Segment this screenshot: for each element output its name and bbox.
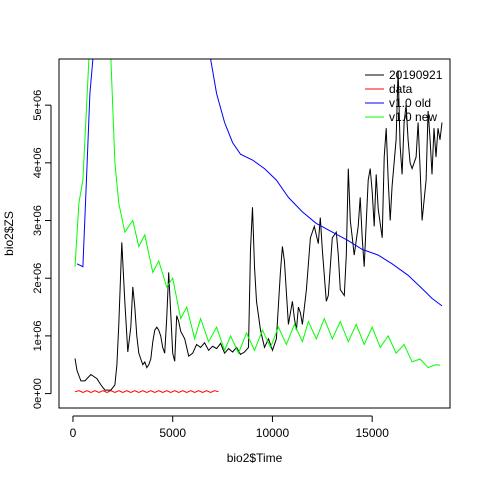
y-tick-label-5: 5e+06 [32, 90, 44, 121]
series-layer [74, 59, 443, 393]
x-tick-label-2: 10000 [256, 426, 290, 440]
legend-label-3: v1.0 new [389, 110, 437, 124]
series-line-3 [74, 59, 441, 369]
x-tick-label-3: 15000 [356, 426, 390, 440]
series-line-2 [76, 59, 443, 307]
y-tick-label-0: 0e+00 [32, 378, 44, 409]
x-tick-label-1: 5000 [159, 426, 186, 440]
x-axis: 0 5000 10000 15000 [70, 415, 390, 440]
y-tick-label-1: 1e+06 [32, 320, 44, 351]
x-axis-label: bio2$Time [227, 451, 283, 465]
legend-label-2: v1.0 old [389, 96, 431, 110]
x-tick-label-0: 0 [70, 426, 77, 440]
y-tick-label-4: 4e+06 [32, 147, 44, 178]
y-axis-label: bio2$ZS [2, 211, 16, 256]
y-axis: 0e+00 1e+06 2e+06 3e+06 4e+06 5e+06 [32, 90, 52, 409]
series-line-1 [74, 390, 219, 393]
legend-label-0: 20190921 [389, 68, 443, 82]
legend-label-1: data [389, 82, 413, 96]
y-tick-label-3: 3e+06 [32, 205, 44, 236]
plot-area-frame [58, 58, 451, 409]
y-tick-label-2: 2e+06 [32, 263, 44, 294]
series-line-0 [74, 70, 443, 391]
